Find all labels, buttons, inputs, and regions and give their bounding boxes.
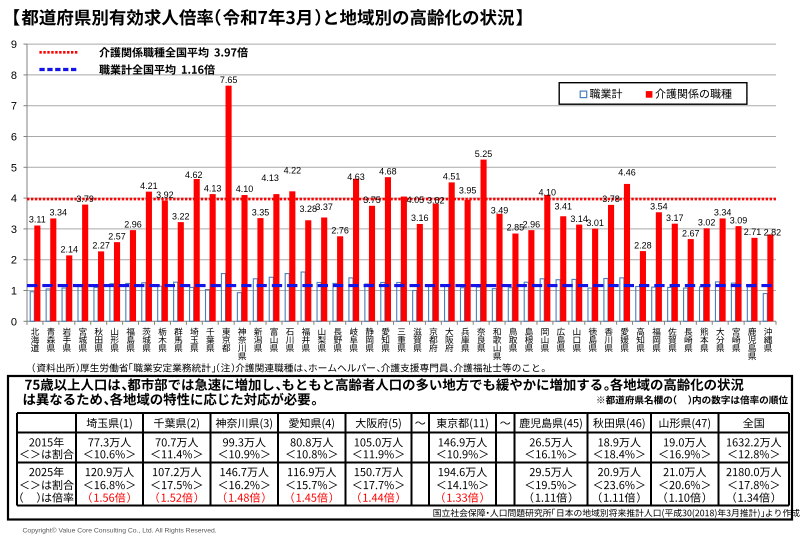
svg-text:3.82: 3.82 xyxy=(427,196,445,206)
svg-text:4.13: 4.13 xyxy=(204,183,222,193)
svg-text:3.09: 3.09 xyxy=(730,215,748,225)
svg-text:3.35: 3.35 xyxy=(252,207,270,217)
svg-text:4.13: 4.13 xyxy=(261,173,279,183)
svg-text:Copyright© Value Core Consulti: Copyright© Value Core Consulting Co., Lt… xyxy=(23,527,217,535)
svg-text:3.17: 3.17 xyxy=(666,213,684,223)
svg-text:3.01: 3.01 xyxy=(586,218,604,228)
svg-text:4.46: 4.46 xyxy=(618,168,636,178)
svg-text:4.10: 4.10 xyxy=(539,188,557,198)
svg-text:2.96: 2.96 xyxy=(523,219,541,229)
svg-text:9: 9 xyxy=(11,39,17,51)
svg-text:4: 4 xyxy=(11,193,17,205)
svg-text:5.25: 5.25 xyxy=(475,149,493,159)
svg-text:2.67: 2.67 xyxy=(682,228,700,238)
svg-text:4.68: 4.68 xyxy=(379,166,397,176)
svg-text:3.34: 3.34 xyxy=(50,208,68,218)
svg-text:3.16: 3.16 xyxy=(411,213,429,223)
svg-text:3.28: 3.28 xyxy=(299,204,317,214)
svg-text:3.79: 3.79 xyxy=(76,194,94,204)
svg-text:8: 8 xyxy=(11,70,17,82)
svg-text:2.71: 2.71 xyxy=(744,227,762,237)
svg-text:4.05: 4.05 xyxy=(407,195,425,205)
svg-text:4.10: 4.10 xyxy=(236,184,254,194)
svg-text:3.02: 3.02 xyxy=(698,217,716,227)
svg-text:4.63: 4.63 xyxy=(347,172,365,182)
svg-text:2.27: 2.27 xyxy=(92,241,110,251)
svg-text:3.11: 3.11 xyxy=(29,215,46,225)
svg-text:3.14: 3.14 xyxy=(570,214,588,224)
svg-text:2.28: 2.28 xyxy=(634,240,652,250)
svg-text:3.78: 3.78 xyxy=(602,194,620,204)
svg-text:4.62: 4.62 xyxy=(185,170,203,180)
svg-text:2.57: 2.57 xyxy=(108,231,126,241)
svg-text:3.75: 3.75 xyxy=(363,195,381,205)
svg-text:3.92: 3.92 xyxy=(156,190,174,200)
svg-text:2.82: 2.82 xyxy=(764,228,782,238)
svg-text:3.22: 3.22 xyxy=(172,211,190,221)
svg-text:3.95: 3.95 xyxy=(459,185,477,195)
svg-text:7.65: 7.65 xyxy=(220,75,238,85)
svg-text:5: 5 xyxy=(11,162,17,174)
svg-text:3.49: 3.49 xyxy=(491,206,509,216)
svg-text:6: 6 xyxy=(11,132,17,144)
svg-text:0: 0 xyxy=(11,316,17,328)
svg-text:3.54: 3.54 xyxy=(650,201,668,211)
svg-text:3.41: 3.41 xyxy=(554,201,572,211)
svg-text:2: 2 xyxy=(11,255,17,267)
svg-text:4.21: 4.21 xyxy=(140,181,158,191)
svg-text:3.37: 3.37 xyxy=(315,202,333,212)
svg-text:2.14: 2.14 xyxy=(60,245,78,255)
svg-text:2.76: 2.76 xyxy=(331,225,349,235)
svg-text:1: 1 xyxy=(11,286,17,298)
svg-text:2.85: 2.85 xyxy=(507,223,525,233)
svg-text:3: 3 xyxy=(11,224,17,236)
svg-text:3.34: 3.34 xyxy=(714,208,732,218)
svg-text:7: 7 xyxy=(11,101,17,113)
svg-text:4.22: 4.22 xyxy=(284,165,302,175)
svg-text:2.96: 2.96 xyxy=(124,219,142,229)
svg-text:4.51: 4.51 xyxy=(443,172,461,182)
